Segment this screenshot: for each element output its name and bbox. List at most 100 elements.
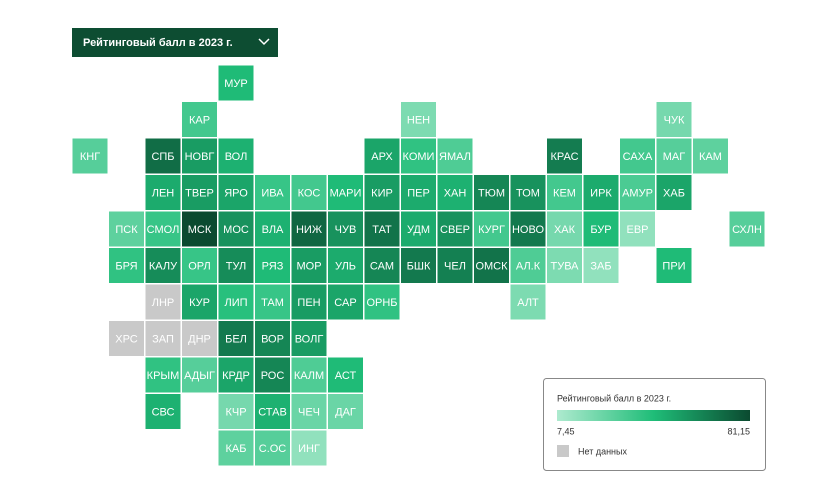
region-tile[interactable] (364, 248, 400, 283)
region-tile[interactable] (218, 248, 254, 283)
region-tile[interactable] (218, 430, 254, 466)
dropdown[interactable]: Рейтинговый балл в 2023 г. (72, 28, 278, 57)
region-tile[interactable] (401, 138, 436, 174)
region-tile[interactable] (291, 430, 327, 466)
region-tile[interactable] (401, 211, 436, 247)
region-tile[interactable] (401, 248, 436, 283)
region-tile[interactable] (182, 321, 217, 356)
region-tile[interactable] (547, 248, 582, 283)
region-tile[interactable] (729, 211, 765, 247)
region-label: КАР (189, 114, 210, 126)
region-tile[interactable] (218, 357, 254, 393)
region-tile[interactable] (109, 321, 144, 356)
region-tile[interactable] (656, 138, 692, 174)
region-tile[interactable] (510, 211, 546, 247)
region-tile[interactable] (328, 211, 363, 247)
region-tile[interactable] (437, 211, 473, 247)
region-tile[interactable] (437, 175, 473, 210)
region-tile[interactable] (693, 138, 728, 174)
region-tile[interactable] (364, 284, 400, 320)
region-tile[interactable] (218, 175, 254, 210)
region-tile[interactable] (255, 248, 290, 283)
region-tile[interactable] (255, 357, 290, 393)
region-tile[interactable] (182, 357, 217, 393)
region-tile[interactable] (547, 211, 582, 247)
region-tile[interactable] (291, 175, 327, 210)
region-tile[interactable] (291, 211, 327, 247)
region-tile[interactable] (328, 175, 363, 210)
region-label: ВЛА (262, 224, 284, 236)
region-tile[interactable] (510, 175, 546, 210)
region-label: МОР (296, 260, 321, 272)
region-tile[interactable] (145, 357, 181, 393)
region-tile[interactable] (328, 284, 363, 320)
region-tile[interactable] (328, 394, 363, 429)
region-tile[interactable] (656, 102, 692, 137)
region-tile[interactable] (145, 321, 181, 356)
region-tile[interactable] (145, 211, 181, 247)
region-tile[interactable] (218, 211, 254, 247)
region-tile[interactable] (620, 211, 655, 247)
region-tile[interactable] (291, 394, 327, 429)
region-tile[interactable] (218, 138, 254, 174)
region-tile[interactable] (145, 248, 181, 283)
region-tile[interactable] (583, 211, 619, 247)
region-tile[interactable] (364, 138, 400, 174)
dropdown-chevron[interactable] (258, 38, 270, 46)
region-tile[interactable] (182, 284, 217, 320)
region-tile[interactable] (474, 175, 509, 210)
region-tile[interactable] (255, 321, 290, 356)
region-tile[interactable] (620, 138, 655, 174)
region-tile[interactable] (401, 102, 436, 137)
region-tile[interactable] (255, 430, 290, 466)
region-tile[interactable] (401, 175, 436, 210)
region-tile[interactable] (145, 394, 181, 429)
region-label: ЯМАЛ (439, 151, 471, 163)
dropdown-box[interactable] (72, 28, 278, 57)
region-tile[interactable] (547, 175, 582, 210)
region-tile[interactable] (583, 248, 619, 283)
region-tile[interactable] (218, 284, 254, 320)
region-tile[interactable] (182, 248, 217, 283)
region-tile[interactable] (474, 211, 509, 247)
region-tile[interactable] (255, 284, 290, 320)
region-tile[interactable] (218, 65, 254, 101)
region-tile[interactable] (109, 248, 144, 283)
region-tile[interactable] (72, 138, 108, 174)
region-tile[interactable] (620, 175, 655, 210)
region-tile[interactable] (218, 394, 254, 429)
region-label: ПЕН (297, 297, 320, 309)
region-tile[interactable] (145, 175, 181, 210)
region-tile[interactable] (510, 248, 546, 283)
region-tile[interactable] (182, 175, 217, 210)
region-tile[interactable] (182, 138, 217, 174)
region-tile[interactable] (474, 248, 509, 283)
region-tile[interactable] (145, 284, 181, 320)
region-tile[interactable] (255, 175, 290, 210)
region-tile[interactable] (437, 138, 473, 174)
region-tile[interactable] (291, 321, 327, 356)
region-tile[interactable] (291, 284, 327, 320)
region-tile[interactable] (291, 357, 327, 393)
region-label: ХРС (115, 333, 138, 345)
region-tile[interactable] (364, 211, 400, 247)
region-label: КРЫМ (147, 370, 180, 382)
region-tile[interactable] (547, 138, 582, 174)
region-tile[interactable] (182, 211, 217, 247)
region-tile[interactable] (291, 248, 327, 283)
region-tile[interactable] (145, 138, 181, 174)
dropdown-text[interactable]: Рейтинговый балл в 2023 г. (83, 37, 233, 49)
region-tile[interactable] (255, 394, 290, 429)
region-tile[interactable] (656, 175, 692, 210)
region-tile[interactable] (364, 175, 400, 210)
region-tile[interactable] (255, 211, 290, 247)
region-tile[interactable] (109, 211, 144, 247)
region-tile[interactable] (328, 248, 363, 283)
region-tile[interactable] (510, 284, 546, 320)
region-tile[interactable] (328, 357, 363, 393)
region-tile[interactable] (656, 248, 692, 283)
region-tile[interactable] (583, 175, 619, 210)
region-tile[interactable] (218, 321, 254, 356)
region-tile[interactable] (437, 248, 473, 283)
region-tile[interactable] (182, 102, 217, 137)
